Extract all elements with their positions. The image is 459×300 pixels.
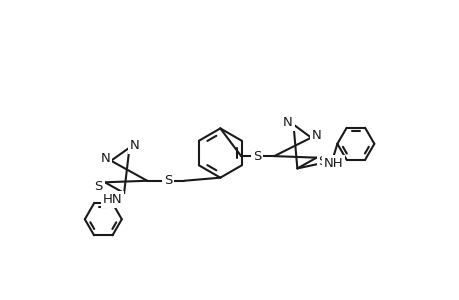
Text: S: S — [318, 155, 326, 168]
Text: S: S — [252, 150, 261, 163]
Text: S: S — [94, 180, 103, 193]
Text: N: N — [283, 116, 292, 129]
Text: N: N — [130, 139, 140, 152]
Text: S: S — [163, 174, 172, 187]
Text: N: N — [101, 152, 110, 165]
Text: HN: HN — [102, 193, 122, 206]
Text: NH: NH — [323, 157, 342, 170]
Text: N: N — [311, 129, 321, 142]
